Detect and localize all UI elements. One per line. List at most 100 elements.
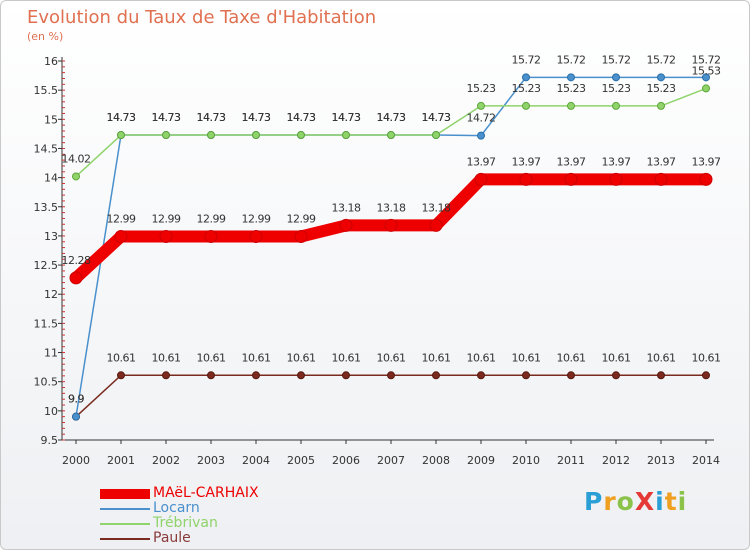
- data-label: 14.73: [332, 111, 361, 124]
- series-line-3: [75, 374, 706, 418]
- x-tick-label: 2002: [152, 454, 180, 467]
- logo-letter: r: [603, 487, 617, 516]
- data-label: 15.23: [512, 82, 541, 95]
- y-tick-label: 14.5: [34, 142, 59, 155]
- proxiti-logo: ProXiti: [584, 487, 687, 516]
- data-point: [612, 101, 620, 110]
- y-tick-label: 12: [44, 288, 58, 301]
- data-label: 14.73: [287, 111, 316, 124]
- data-point: [342, 371, 350, 380]
- data-label: 13.18: [422, 201, 451, 214]
- data-point: [294, 230, 308, 244]
- data-label: 15.72: [602, 53, 631, 66]
- x-tick-label: 2014: [692, 454, 720, 467]
- data-label: 15.72: [647, 53, 676, 66]
- data-point: [477, 371, 485, 380]
- data-point: [477, 101, 485, 110]
- data-label: 14.72: [467, 112, 496, 125]
- legend-label: Locarn: [153, 500, 200, 516]
- data-point: [609, 172, 623, 186]
- x-tick-label: 2010: [512, 454, 540, 467]
- data-point: [72, 412, 80, 421]
- data-label: 9.9: [68, 393, 84, 406]
- data-label: 13.18: [332, 201, 361, 214]
- data-label: 14.73: [152, 111, 181, 124]
- data-label: 12.99: [287, 213, 316, 226]
- x-tick-label: 2005: [287, 454, 315, 467]
- data-label: 12.99: [242, 213, 271, 226]
- data-label: 10.61: [332, 351, 361, 364]
- x-tick-label: 2011: [557, 454, 585, 467]
- data-point: [474, 172, 488, 186]
- data-point: [564, 172, 578, 186]
- data-point: [387, 131, 395, 140]
- x-tick-label: 2008: [422, 454, 450, 467]
- logo-letter: o: [616, 487, 635, 516]
- y-tick-label: 14: [44, 172, 58, 185]
- data-label: 14.73: [377, 111, 406, 124]
- series-line-1: [75, 76, 706, 417]
- logo-letter: i: [655, 487, 665, 516]
- data-point: [384, 218, 398, 232]
- y-tick-label: 10.5: [34, 376, 59, 389]
- data-label: 15.23: [602, 82, 631, 95]
- data-label: 13.97: [557, 155, 586, 168]
- data-point: [702, 84, 710, 93]
- data-point: [69, 271, 83, 285]
- data-label: 12.28: [62, 254, 91, 267]
- data-point: [699, 172, 713, 186]
- y-tick-label: 11.5: [34, 317, 59, 330]
- x-tick-label: 2004: [242, 454, 270, 467]
- data-point: [207, 371, 215, 380]
- data-point: [612, 371, 620, 380]
- data-label: 13.18: [377, 201, 406, 214]
- data-point: [207, 131, 215, 140]
- x-tick-label: 2000: [62, 454, 90, 467]
- data-label: 14.73: [107, 111, 136, 124]
- data-label: 12.99: [197, 213, 226, 226]
- data-label: 15.53: [692, 64, 721, 77]
- data-label: 10.61: [512, 351, 541, 364]
- data-label: 10.61: [287, 351, 316, 364]
- data-label: 12.99: [107, 213, 136, 226]
- x-tick-label: 2013: [647, 454, 675, 467]
- data-label: 15.72: [557, 53, 586, 66]
- data-label: 14.73: [287, 111, 316, 124]
- legend-label: MAëL-CARHAIX: [153, 485, 259, 501]
- data-point: [432, 131, 440, 140]
- data-label: 15.72: [512, 53, 541, 66]
- data-point: [342, 131, 350, 140]
- data-label: 14.73: [377, 111, 406, 124]
- data-label: 14.02: [62, 152, 91, 165]
- data-point: [72, 172, 80, 181]
- data-point: [702, 73, 710, 82]
- data-label: 10.61: [242, 351, 271, 364]
- data-point: [387, 371, 395, 380]
- logo-letter: P: [584, 487, 604, 516]
- data-label: 10.61: [692, 351, 721, 364]
- data-label: 15.23: [647, 82, 676, 95]
- data-point: [654, 172, 668, 186]
- chart-axes: 9.51010.51111.51212.51313.51414.51515.51…: [34, 55, 721, 467]
- data-point: [702, 371, 710, 380]
- data-label: 10.61: [197, 351, 226, 364]
- data-label: 13.97: [602, 155, 631, 168]
- data-label: 12.99: [152, 213, 181, 226]
- y-tick-label: 15: [44, 113, 58, 126]
- data-label: 14.73: [197, 111, 226, 124]
- y-tick-label: 13.5: [34, 201, 59, 214]
- logo-letter: t: [664, 487, 678, 516]
- x-tick-label: 2007: [377, 454, 405, 467]
- data-point: [429, 218, 443, 232]
- data-label: 10.61: [422, 351, 451, 364]
- data-point: [339, 218, 353, 232]
- data-point: [114, 230, 128, 244]
- y-tick-label: 10: [44, 405, 58, 418]
- data-label: 10.61: [602, 351, 631, 364]
- chart-data-labels: 12.28 12.99 12.99 12.99 12.99 12.99 13.18 13.18…: [62, 53, 722, 406]
- legend-swatch: [100, 508, 150, 510]
- data-label: 14.73: [242, 111, 271, 124]
- data-label: 14.73: [242, 111, 271, 124]
- data-point: [657, 371, 665, 380]
